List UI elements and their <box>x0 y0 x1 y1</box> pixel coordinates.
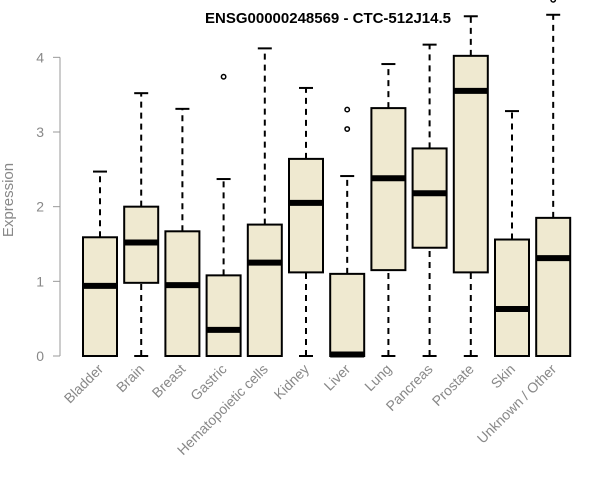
iqr-box <box>205 274 242 357</box>
x-category-label: Lung <box>361 361 394 394</box>
box-liver <box>329 106 366 358</box>
x-category-label: Breast <box>149 361 189 401</box>
x-category-label: Skin <box>488 361 519 392</box>
iqr-box <box>494 238 530 358</box>
iqr-box <box>329 272 366 357</box>
iqr-box <box>246 223 283 357</box>
y-tick-label: 0 <box>36 348 44 364</box>
box-kidney <box>288 86 324 357</box>
box-unknown-other <box>535 0 572 357</box>
outlier-point <box>550 0 557 3</box>
iqr-box <box>411 147 448 249</box>
y-axis-label: Expression <box>0 163 17 237</box>
iqr-box <box>288 157 324 274</box>
outlier-point <box>344 106 351 113</box>
y-axis: 0 1 2 3 4 <box>36 49 61 364</box>
x-category-label: Brain <box>113 361 147 395</box>
box-lung <box>370 63 407 357</box>
iqr-box <box>535 216 572 357</box>
iqr-box <box>164 230 201 358</box>
outlier-point <box>344 126 351 132</box>
box-bladder <box>82 170 118 357</box>
chart-title: ENSG00000248569 - CTC-512J14.5 <box>205 10 451 27</box>
box-prostate <box>452 15 489 357</box>
x-category-label: Kidney <box>271 361 313 403</box>
outlier-point <box>220 73 227 80</box>
box-skin <box>494 110 530 358</box>
y-tick-label: 3 <box>36 124 44 140</box>
box-hematopoietic-cells <box>246 47 283 357</box>
x-category-label: Liver <box>321 361 354 394</box>
box-series <box>82 0 572 358</box>
box-gastric <box>205 73 242 357</box>
x-category-label: Bladder <box>61 361 107 407</box>
box-breast <box>164 107 201 358</box>
x-category-label: Prostate <box>429 361 477 409</box>
y-tick-label: 4 <box>36 49 44 65</box>
iqr-box <box>370 107 407 272</box>
box-pancreas <box>411 43 448 357</box>
y-tick-label: 2 <box>36 199 44 215</box>
iqr-box <box>82 236 118 357</box>
box-brain <box>123 92 160 357</box>
y-tick-label: 1 <box>36 273 44 289</box>
